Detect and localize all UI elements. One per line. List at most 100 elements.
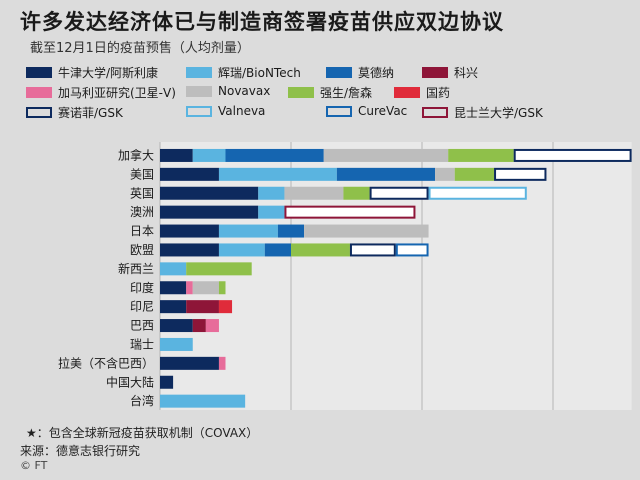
category-label: 加拿大	[118, 147, 154, 162]
legend-item: 牛津大学/阿斯利康	[26, 64, 158, 81]
category-label: 瑞士	[130, 337, 154, 351]
bar-segment	[160, 281, 187, 295]
category-label: 欧盟	[130, 243, 154, 257]
legend-swatch	[186, 67, 212, 78]
chart-subtitle: 截至12月1日的疫苗预售（人均剂量）	[30, 41, 250, 56]
bar-segment	[192, 148, 226, 162]
footnote: ★：包含全球新冠疫苗获取机制（COVAX）	[26, 426, 259, 440]
bar-segment	[160, 300, 187, 314]
category-label: 澳洲	[130, 205, 154, 219]
legend-item: 赛诺菲/GSK	[26, 104, 123, 121]
bar-segment	[454, 167, 495, 181]
bar-segment	[160, 394, 246, 408]
ft-credit: © FT	[20, 459, 48, 472]
category-label: 新西兰	[118, 261, 154, 276]
legend-row: 加马利亚研究(卫星-V) Novavax 强生/詹森 国药	[26, 84, 626, 104]
bar-segment	[160, 356, 219, 370]
legend-swatch	[26, 107, 52, 118]
legend-label: 国药	[426, 86, 451, 100]
category-label: 英国	[130, 186, 154, 200]
category-label: 日本	[130, 224, 154, 238]
bar-segment	[369, 186, 429, 200]
bar-segment	[494, 167, 547, 181]
legend-item: 强生/詹森	[288, 84, 372, 101]
legend-row: 牛津大学/阿斯利康 辉瑞/BioNTech 莫德纳 科兴	[26, 64, 626, 84]
bar-segment	[304, 224, 429, 238]
bar-segment	[192, 281, 219, 295]
legend-swatch	[26, 67, 52, 78]
bar-segment	[160, 148, 193, 162]
bar-segment	[284, 186, 344, 200]
bar-segment	[186, 262, 252, 276]
category-label: 巴西	[130, 319, 154, 333]
bar-segment	[218, 356, 226, 370]
legend-label: Valneva	[218, 104, 266, 118]
bar-segment	[448, 148, 514, 162]
legend-label: 牛津大学/阿斯利康	[58, 66, 159, 80]
bar-segment	[160, 262, 187, 276]
legend-label: 辉瑞/BioNTech	[218, 66, 301, 80]
bar-segment	[258, 186, 285, 200]
legend-item: 加马利亚研究(卫星-V)	[26, 84, 176, 101]
bar-segment	[160, 205, 259, 219]
bar-segment	[291, 243, 350, 257]
category-label: 中国大陆	[106, 374, 154, 389]
bar-segment	[218, 281, 226, 295]
bar-segment	[186, 300, 219, 314]
legend-item: 科兴	[422, 64, 478, 81]
bar-segment	[343, 186, 370, 200]
category-label: 印度	[130, 280, 154, 295]
bar-segment	[218, 300, 233, 314]
chart-title: 许多发达经济体已与制造商签署疫苗供应双边协议	[20, 10, 504, 34]
source-note: 来源：德意志银行研究	[20, 444, 141, 458]
legend-label: 科兴	[454, 66, 479, 80]
legend-item: Novavax	[186, 84, 270, 98]
bar-segment	[160, 375, 174, 389]
legend-item: 莫德纳	[326, 64, 394, 81]
bar-segment	[258, 205, 285, 219]
bar-segment	[160, 337, 193, 351]
legend-label: 强生/詹森	[320, 86, 373, 100]
plot-area	[160, 142, 632, 410]
category-label: 拉美（不含巴西）	[58, 355, 154, 370]
bar-segment	[264, 243, 291, 257]
legend-label: Novavax	[218, 84, 271, 98]
legend-swatch	[422, 107, 448, 118]
legend-swatch	[326, 105, 352, 117]
bar-segment	[349, 243, 396, 257]
legend-swatch	[422, 67, 448, 78]
legend-item: 昆士兰大学/GSK	[422, 104, 543, 121]
legend-item: 国药	[394, 84, 450, 101]
category-label: 台湾	[130, 393, 154, 408]
legend-swatch	[326, 67, 352, 78]
legend-row: 赛诺菲/GSK Valneva CureVac 昆士兰大学/GSK	[26, 104, 626, 124]
legend-item: 辉瑞/BioNTech	[186, 64, 301, 81]
legend-swatch	[26, 87, 52, 98]
stacked-bar-chart: 0246加拿大美国英国澳洲日本欧盟新西兰印度印尼巴西瑞士拉美（不含巴西）中国大陆…	[58, 142, 632, 410]
category-label: 美国	[130, 167, 154, 181]
bar-segment	[225, 148, 324, 162]
legend-swatch	[288, 87, 314, 98]
legend-swatch	[186, 85, 212, 97]
bar-segment	[336, 167, 436, 181]
bar-segment	[160, 243, 219, 257]
bar-segment	[428, 186, 527, 200]
legend-item: CureVac	[326, 104, 407, 118]
legend-label: 加马利亚研究(卫星-V)	[58, 86, 176, 100]
bar-segment	[323, 148, 449, 162]
bar-segment	[435, 167, 455, 181]
bar-segment	[160, 167, 219, 181]
legend-item: Valneva	[186, 104, 265, 118]
bar-segment	[160, 224, 219, 238]
category-label: 印尼	[130, 300, 154, 314]
bar-segment	[395, 243, 429, 257]
legend-label: 赛诺菲/GSK	[58, 106, 123, 120]
bar-segment	[205, 319, 219, 333]
bar-segment	[218, 243, 265, 257]
bar-segment	[218, 224, 278, 238]
bar-segment	[160, 319, 193, 333]
bar-segment	[218, 167, 337, 181]
legend-label: CureVac	[358, 104, 408, 118]
legend-swatch	[186, 105, 212, 117]
legend-label: 昆士兰大学/GSK	[454, 106, 543, 120]
